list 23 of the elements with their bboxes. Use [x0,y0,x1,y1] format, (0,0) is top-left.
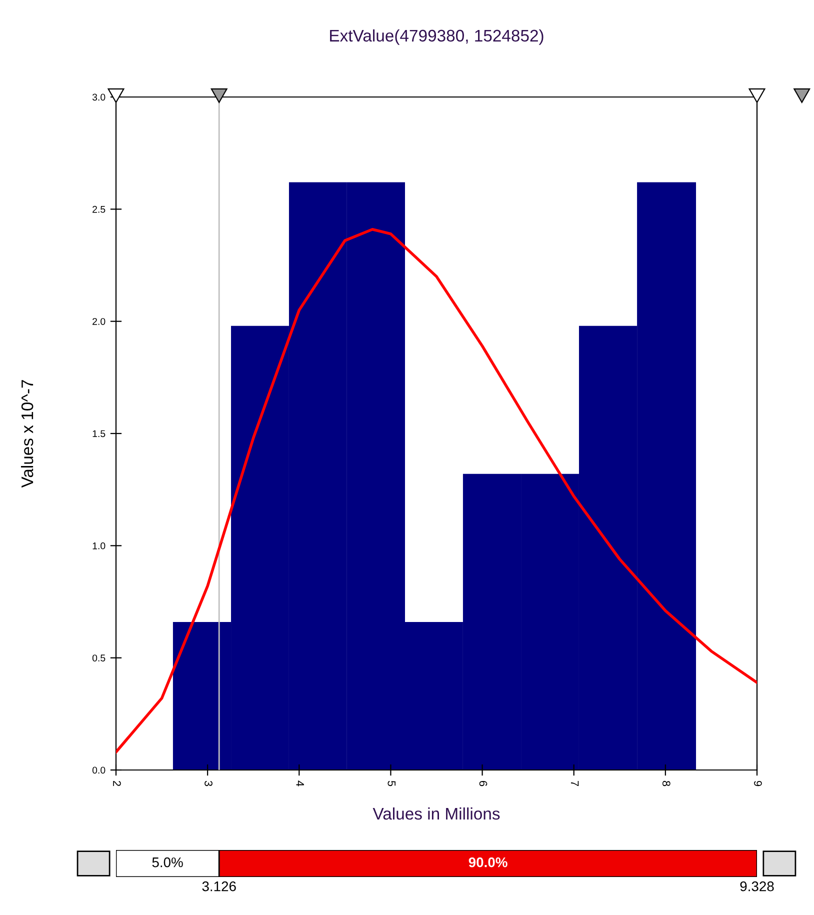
line-series [116,228,757,754]
x-tick-label: 9 [754,780,762,786]
y-tick-label: 1.0 [92,542,106,550]
x-tick-label: 5 [388,780,396,786]
x-tick-label: 2 [113,780,121,786]
text: 9.328 [740,881,774,892]
x-axis-title: Values in Millions [372,807,500,820]
x-tick-label: 4 [296,780,304,786]
y-tick-label: 2.0 [92,318,106,325]
text: 90.0% [468,857,508,868]
x-tick-label: 6 [479,780,488,786]
x-tick-label: 8 [662,780,670,786]
y-tick-label: 2.5 [92,206,106,213]
x-tick-label: 7 [570,780,579,786]
y-axis-title: Values x 10^-7 [20,380,34,488]
x-tick-label: 3 [204,780,212,786]
text: 3.126 [202,881,236,892]
text: 5.0% [152,857,183,868]
y-tick-label: 1.5 [92,430,106,438]
y-tick-label: 0.5 [92,654,106,662]
y-tick-label: 0.0 [92,766,106,774]
y-tick-label: 3.0 [92,94,106,101]
chart-title: ExtValue(4799380, 1524852) [330,29,544,45]
